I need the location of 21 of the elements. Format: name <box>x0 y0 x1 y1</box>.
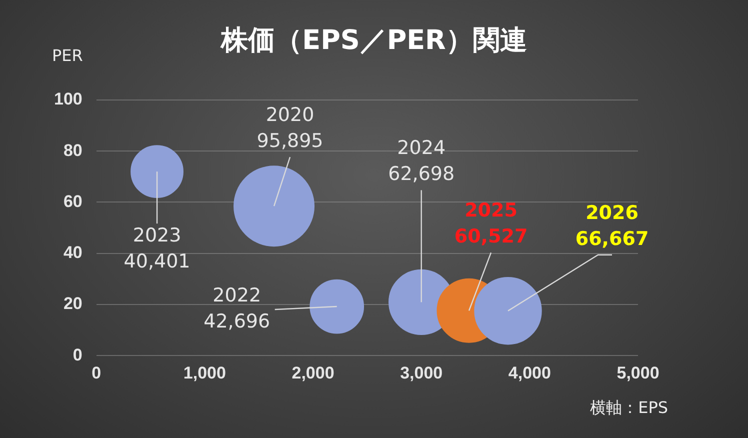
x-tick-label: 3,000 <box>400 363 443 382</box>
x-axis-title: 横軸：EPS <box>590 398 668 419</box>
annotation: 2026 66,667 <box>575 202 649 250</box>
y-tick-label: 0 <box>72 345 82 364</box>
annotation: 2020 95,895 <box>256 104 324 152</box>
y-tick-label: 100 <box>54 90 82 109</box>
x-tick-label: 2,000 <box>292 363 334 382</box>
y-axis-title: PER <box>52 46 83 65</box>
annotation: 2023 40,401 <box>124 224 190 273</box>
y-tick-label: 20 <box>63 294 82 314</box>
x-tick-label: 4,000 <box>508 363 551 382</box>
annotation: 2022 42,696 <box>204 284 270 332</box>
y-tick-label: 80 <box>63 140 82 160</box>
x-tick-label: 5,000 <box>616 363 660 382</box>
x-tick-label: 0 <box>92 363 102 382</box>
x-tick-label: 1,000 <box>183 363 226 382</box>
y-tick-label: 60 <box>63 192 82 211</box>
annotation: 2025 60,527 <box>454 200 528 248</box>
chart-title: 株価（EPS／PER）関連 <box>221 25 527 56</box>
y-tick-label: 40 <box>63 243 82 262</box>
annotation: 2024 62,698 <box>388 137 455 186</box>
